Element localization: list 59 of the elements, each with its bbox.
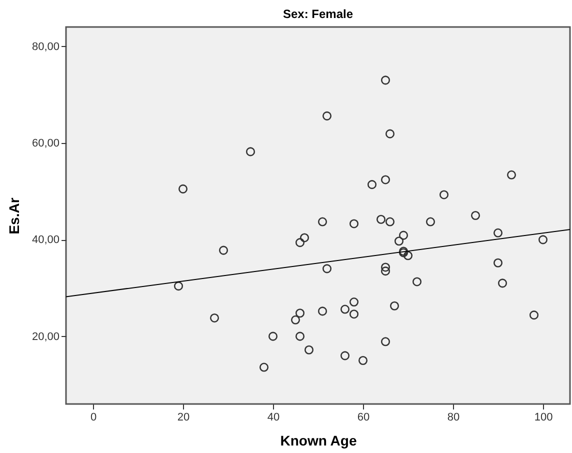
y-tick-label: 40,00	[32, 234, 60, 246]
x-tick-label: 100	[534, 412, 553, 424]
point	[259, 362, 269, 372]
point	[340, 351, 350, 360]
point	[349, 219, 359, 228]
point	[295, 238, 305, 248]
point	[385, 217, 395, 226]
point	[290, 315, 300, 324]
point	[390, 301, 400, 310]
point	[538, 235, 548, 244]
x-tick-label: 40	[267, 412, 280, 424]
y-tick-label: 60,00	[32, 138, 60, 150]
point	[318, 306, 328, 316]
point	[470, 210, 480, 220]
point	[295, 308, 305, 318]
point	[178, 184, 188, 194]
point	[304, 345, 314, 354]
y-tick-label: 80,00	[32, 40, 60, 53]
point	[376, 214, 386, 224]
point	[380, 76, 390, 85]
point	[498, 278, 508, 288]
y-tick-label: 20,00	[32, 330, 60, 343]
chart-title: Sex: Female	[282, 7, 354, 21]
point	[426, 217, 436, 226]
point	[529, 310, 539, 320]
point	[349, 310, 359, 319]
point	[322, 111, 332, 120]
point	[300, 233, 310, 242]
point	[358, 356, 368, 366]
x-tick-label: 60	[357, 412, 370, 424]
point	[403, 251, 413, 260]
point	[349, 298, 359, 307]
point	[380, 266, 390, 276]
point	[322, 264, 332, 274]
point	[380, 262, 390, 272]
x-tick-label: 20	[177, 412, 190, 424]
point	[385, 129, 395, 138]
point	[493, 258, 503, 268]
point	[246, 147, 256, 156]
point	[340, 304, 350, 314]
point	[174, 282, 184, 291]
point	[506, 170, 516, 180]
point	[380, 175, 390, 184]
y-axis-title: Es.Ar	[6, 197, 22, 234]
point	[210, 313, 220, 322]
point	[380, 337, 390, 346]
point	[367, 180, 377, 190]
point	[412, 277, 422, 286]
x-tick-label: 80	[447, 412, 460, 424]
point	[394, 236, 404, 246]
point	[268, 332, 278, 341]
point	[218, 246, 228, 255]
x-tick-label: 0	[90, 412, 97, 424]
point	[295, 332, 305, 341]
x-axis-title: Known Age	[280, 432, 357, 448]
point	[318, 217, 328, 226]
point	[493, 228, 503, 238]
point	[439, 190, 449, 200]
point	[398, 230, 408, 240]
